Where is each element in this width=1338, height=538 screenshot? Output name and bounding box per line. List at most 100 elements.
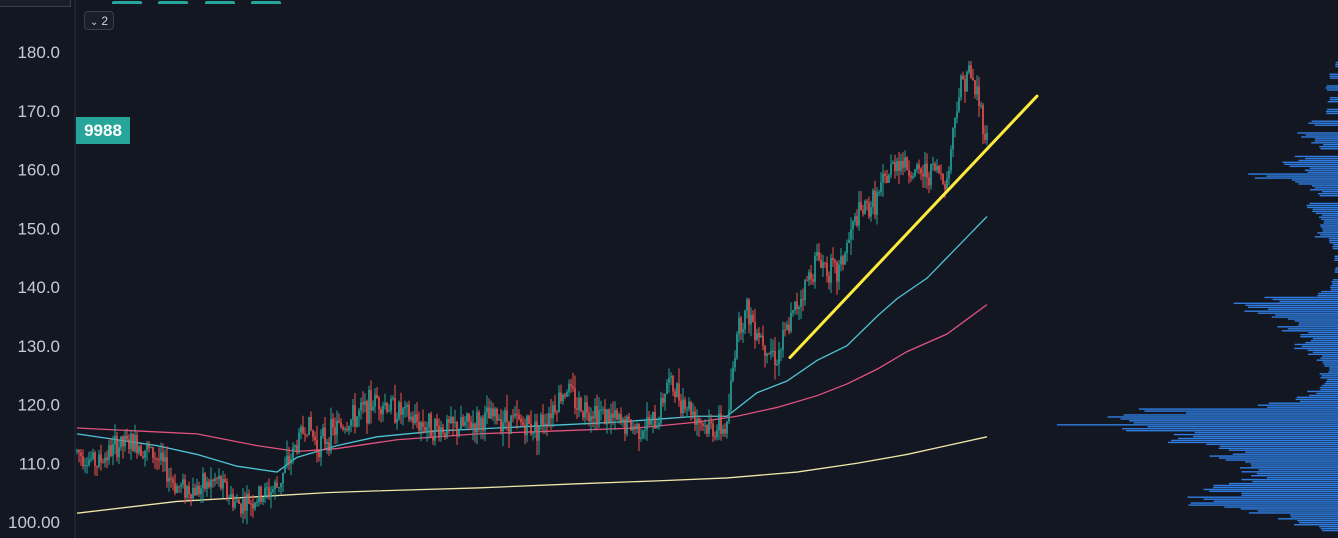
candle-body xyxy=(240,503,242,514)
trendline[interactable] xyxy=(788,94,1039,359)
volume-profile-bar xyxy=(1329,99,1338,101)
candle-body xyxy=(158,459,160,461)
candle-body xyxy=(854,216,856,222)
candle-body xyxy=(660,398,662,423)
candle-body xyxy=(602,409,604,411)
candle-body xyxy=(872,190,874,208)
candle-body xyxy=(662,398,664,403)
candle-body xyxy=(494,408,496,417)
candle-body xyxy=(580,397,582,412)
candle-body xyxy=(938,165,940,173)
candle-body xyxy=(326,442,328,445)
volume-profile-bar xyxy=(1331,289,1338,291)
candle-body xyxy=(664,394,666,403)
volume-profile-bar xyxy=(1318,193,1338,195)
candle-body xyxy=(214,478,216,481)
candle-body xyxy=(80,452,82,457)
candle-body xyxy=(732,367,734,381)
volume-profile-bar xyxy=(1290,516,1338,518)
candle-body xyxy=(512,415,514,417)
volume-profile-bar xyxy=(1298,159,1338,162)
candle-body xyxy=(276,482,278,488)
candle-body xyxy=(300,426,302,433)
candle-body xyxy=(830,257,832,283)
candle-body xyxy=(620,414,622,422)
candle-body xyxy=(804,280,806,301)
candle-body xyxy=(236,500,238,502)
indicator-count: 2 xyxy=(101,14,109,28)
candle-body xyxy=(260,486,262,502)
volume-profile-bar xyxy=(1312,337,1338,340)
candle-body xyxy=(178,486,180,488)
symbol-box[interactable] xyxy=(0,0,71,7)
candle-body xyxy=(198,485,200,495)
candle-body xyxy=(472,423,474,428)
candle-body xyxy=(506,410,508,422)
candle-body xyxy=(564,394,566,397)
candle-body xyxy=(548,413,550,426)
volume-profile-bar xyxy=(1318,292,1338,295)
candle-body xyxy=(522,421,524,425)
candle-body xyxy=(308,417,310,436)
candle-body xyxy=(654,411,656,429)
candle-body xyxy=(442,427,444,433)
candle-body xyxy=(882,173,884,183)
candle-body xyxy=(956,111,958,118)
candle-body xyxy=(584,402,586,418)
volume-profile-bar xyxy=(1322,228,1338,230)
candle-body xyxy=(202,473,204,489)
volume-profile-bar xyxy=(1321,290,1338,293)
collapse-indicators-button[interactable]: ⌄ 2 xyxy=(84,11,114,30)
volume-profile-bar xyxy=(1325,381,1338,383)
candle-body xyxy=(492,408,494,417)
candle-body xyxy=(322,427,324,436)
candle-body xyxy=(904,157,906,168)
candle-body xyxy=(692,411,694,416)
volume-profile-bar xyxy=(1250,463,1338,465)
candle-body xyxy=(636,423,638,429)
candle-body xyxy=(288,455,290,464)
candle-body xyxy=(962,76,964,80)
volume-profile-bar xyxy=(1228,449,1338,451)
candle-body xyxy=(404,406,406,409)
volume-profile-bar xyxy=(1309,167,1338,169)
candle-body xyxy=(634,426,636,429)
candle-body xyxy=(734,358,736,368)
candle-body xyxy=(838,264,840,282)
volume-profile-bar xyxy=(1203,498,1338,500)
candle-body xyxy=(264,487,266,498)
candle-body xyxy=(826,263,828,276)
candle-body xyxy=(612,413,614,418)
candle-body xyxy=(842,256,844,265)
candle-body xyxy=(430,413,432,437)
volume-profile-bar xyxy=(1294,155,1338,158)
candle-body xyxy=(194,487,196,496)
volume-profile-bar xyxy=(1323,222,1338,224)
volume-profile-bar xyxy=(1331,281,1338,283)
candle-body xyxy=(86,465,88,467)
candle-body xyxy=(686,408,688,410)
y-tick-label: 140.0 xyxy=(17,278,60,297)
candle-body xyxy=(788,324,790,332)
volume-profile-bar xyxy=(1330,287,1338,289)
candle-body xyxy=(806,280,808,282)
candle-body xyxy=(930,164,932,186)
candle-body xyxy=(102,462,104,464)
candle-body xyxy=(572,386,574,389)
candle-body xyxy=(912,176,914,178)
candle-body xyxy=(386,402,388,412)
volume-profile-bar xyxy=(1300,336,1338,338)
candle-body xyxy=(642,430,644,438)
candle-body xyxy=(538,426,540,441)
candle-body xyxy=(942,174,944,185)
candle-body xyxy=(228,497,230,499)
trendline-drawing[interactable] xyxy=(788,94,1039,359)
candle-body xyxy=(196,485,198,496)
candle-body xyxy=(450,416,452,423)
candle-body xyxy=(688,401,690,409)
candle-body xyxy=(596,405,598,425)
candle-body xyxy=(298,432,300,453)
volume-profile-bar xyxy=(1277,326,1338,328)
